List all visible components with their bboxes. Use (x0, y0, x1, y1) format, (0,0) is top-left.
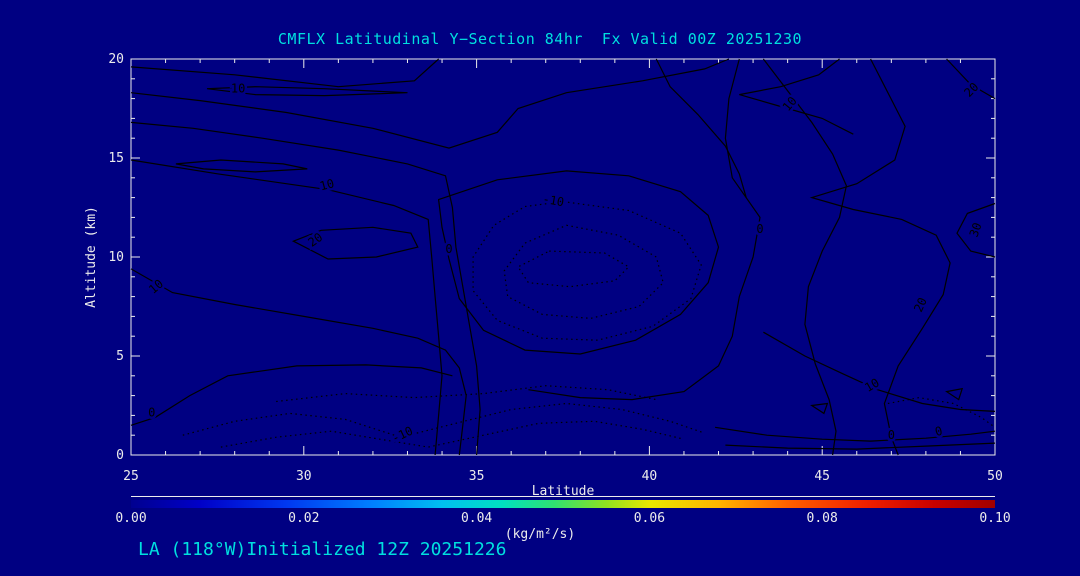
contour-value-label: 20 (305, 230, 325, 250)
contour-value-label: 0 (888, 428, 895, 442)
contour-line (956, 202, 996, 258)
contour-value-label: 10 (318, 176, 336, 193)
y-tick-label: 10 (108, 250, 124, 265)
contour-line (175, 159, 308, 173)
y-tick-label: 5 (116, 349, 124, 364)
colorbar-tick-label: 0.00 (115, 511, 147, 526)
contour-value-label: 0 (756, 222, 763, 236)
x-tick-label: 50 (987, 469, 1003, 484)
colorbar-tick-label: 0.02 (288, 511, 320, 526)
x-axis-title: Latitude (532, 484, 595, 499)
contour-line (130, 364, 453, 426)
x-tick-label: 25 (123, 469, 139, 484)
y-axis-title: Altitude (km) (84, 206, 99, 308)
colorbar-gradient (131, 500, 995, 508)
colorbar-tick-label: 0.04 (460, 511, 493, 526)
contour-line (130, 58, 730, 149)
contour-line (810, 402, 829, 415)
x-tick-label: 35 (469, 469, 485, 484)
contour-value-label: 20 (961, 80, 981, 100)
contour-line (220, 420, 685, 448)
colorbar-units-label: (kg/m²/s) (504, 527, 576, 542)
contour-line (725, 442, 996, 450)
plot-title: CMFLX Latitudinal Y−Section 84hr Fx Vali… (277, 30, 803, 48)
contour-value-label: 0 (933, 424, 944, 439)
contour-line (945, 387, 964, 401)
contour-line (472, 200, 702, 341)
contour-line (528, 58, 761, 401)
contour-value-label: -10 (541, 192, 565, 210)
contour-value-label: 0 (148, 405, 155, 419)
x-tick-label: 40 (642, 469, 658, 484)
y-tick-label: 0 (116, 448, 124, 463)
contour-line (130, 121, 481, 456)
contour-line (291, 226, 419, 260)
contour-value-label: 20 (911, 295, 930, 314)
contour-value-label: 0 (445, 242, 452, 256)
contour-line (437, 170, 720, 355)
colorbar-tick-label: 0.06 (633, 511, 666, 526)
contour-line (763, 331, 996, 412)
contour-line (762, 58, 848, 456)
y-tick-label: 20 (108, 52, 124, 67)
contour-line (206, 86, 408, 97)
colorbar-tick-label: 0.10 (979, 511, 1011, 526)
contour-line (130, 58, 440, 88)
contour-line (739, 58, 854, 135)
contour-value-label: -10 (390, 424, 416, 446)
x-tick-label: 45 (814, 469, 830, 484)
contour-value-label: 10 (862, 376, 882, 395)
contour-line (517, 250, 630, 288)
init-info-text: LA (118°W)Initialized 12Z 20251226 (138, 539, 507, 560)
axes-frame (130, 58, 996, 456)
contour-line (130, 159, 443, 456)
contour-value-label: 10 (231, 82, 245, 96)
x-tick-label: 30 (296, 469, 312, 484)
contour-line (503, 224, 664, 320)
colorbar-tick-label: 0.08 (806, 511, 838, 526)
contour-line (130, 268, 467, 456)
contour-line (946, 58, 996, 100)
contour-line (655, 58, 747, 198)
contour-line (887, 396, 996, 428)
y-tick-label: 15 (108, 151, 124, 166)
colorbar-top-line (131, 496, 995, 497)
contour-line (715, 426, 996, 442)
contour-value-label: 30 (967, 221, 985, 239)
contour-line (809, 58, 951, 456)
contour-line (182, 402, 705, 438)
